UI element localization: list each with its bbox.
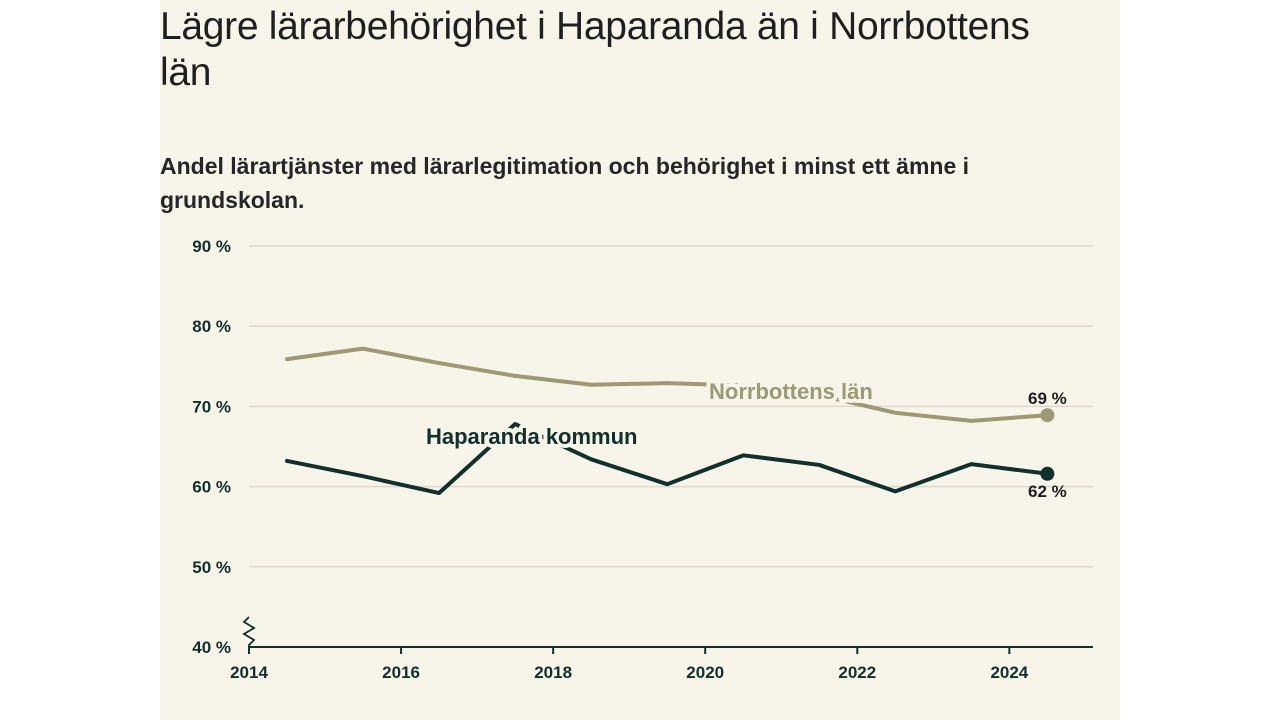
y-tick-label-90: 90 % (192, 237, 231, 256)
x-tick-label-2024: 2024 (990, 663, 1028, 682)
x-tick-label-2014: 2014 (230, 663, 268, 682)
y-tick-label-50: 50 % (192, 558, 231, 577)
chart-panel (160, 0, 1120, 720)
x-tick-label-2018: 2018 (534, 663, 572, 682)
series-line-0 (285, 346, 1050, 423)
series-label-halo-0: Norrbottens län (709, 379, 873, 404)
chart-subtitle: Andel lärartjänster med lärarlegitimatio… (160, 153, 970, 213)
y-tick-label-80: 80 % (192, 317, 231, 336)
series-label-1: Haparanda kommun (426, 424, 638, 449)
y-axis-ticks: 40 % 50 % 60 % 70 % 80 % 90 % (192, 237, 231, 657)
y-tick-label-60: 60 % (192, 478, 231, 497)
chart-title: Lägre lärarbehörighet i Haparanda än i N… (160, 5, 1030, 94)
y-tick-label-70: 70 % (192, 397, 231, 416)
end-label-0: 69 % (1028, 389, 1067, 408)
x-axis: 2014 2016 2018 2020 2022 2024 (230, 616, 1093, 682)
x-tick-label-2016: 2016 (382, 663, 420, 682)
y-axis-break (242, 616, 256, 647)
grid-lines (249, 245, 1093, 568)
y-tick-label-40: 40 % (192, 638, 231, 657)
x-tick-label-2022: 2022 (838, 663, 876, 682)
series-endpoint-1 (1040, 466, 1055, 481)
end-label-1: 62 % (1028, 482, 1067, 501)
series-label-0: Norrbottens län (709, 379, 873, 404)
series-endpoint-0 (1040, 408, 1055, 423)
x-tick-label-2020: 2020 (686, 663, 724, 682)
series-lines (285, 346, 1055, 496)
series-label-halo-1: Haparanda kommun (426, 424, 638, 449)
series-line-1 (285, 422, 1050, 496)
